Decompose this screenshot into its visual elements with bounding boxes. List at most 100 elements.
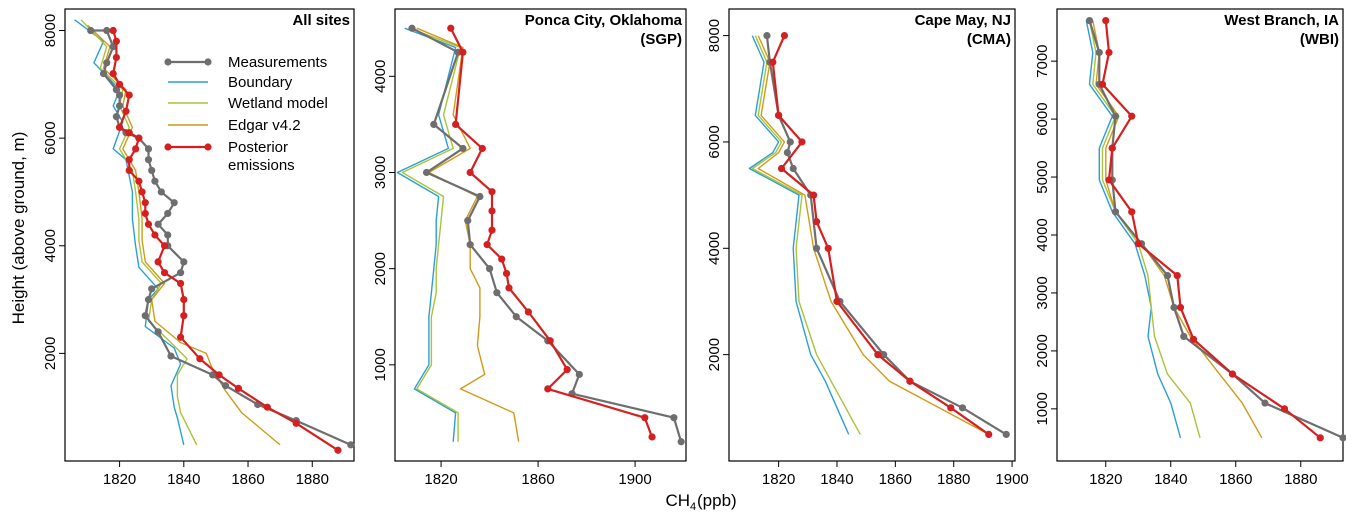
series-posterior-emissions-point [488, 188, 496, 196]
series-measurements-point [154, 220, 162, 228]
panel-title: All sites [292, 12, 350, 29]
y-axis-label: Height (above ground, m) [9, 132, 28, 325]
series-posterior-emissions-point [1102, 16, 1110, 25]
series-measurements-point [164, 231, 172, 239]
series-posterior-emissions-point [1105, 48, 1113, 57]
series-posterior-emissions-point [160, 242, 169, 250]
series-measurements-point [103, 26, 111, 35]
series-posterior-emissions-point [874, 351, 882, 359]
series-posterior-emissions-point [1189, 335, 1198, 343]
series-measurements-point [466, 241, 474, 249]
series-measurements-point [1085, 16, 1094, 25]
series-posterior-emissions-point [196, 355, 204, 363]
series-measurements-point [1261, 399, 1269, 407]
series-measurements-point [112, 86, 120, 94]
legend-marker [164, 58, 172, 66]
series-measurements-point [148, 166, 156, 175]
series-measurements-point [958, 404, 967, 412]
series-posterior-emissions-point [1098, 80, 1107, 88]
series-measurements-point [1170, 303, 1178, 312]
series-posterior-emissions-point [1128, 112, 1136, 120]
series-posterior-emissions-point [824, 244, 832, 252]
series-measurements-point [459, 144, 467, 153]
legend-marker [204, 58, 212, 66]
series-boundary-line [1085, 20, 1182, 438]
series-posterior-emissions-point [775, 111, 783, 119]
x-axis-label-unit: (ppb) [697, 491, 737, 510]
y-tick-label: 6000 [706, 125, 723, 158]
series-measurements-point [408, 24, 416, 32]
series-measurements-point [670, 414, 678, 422]
series-posterior-emissions-point [1176, 303, 1185, 312]
series-posterior-emissions-point [144, 220, 153, 228]
x-tick-label: 1820 [103, 471, 136, 488]
series-measurements-point [103, 59, 111, 67]
y-tick-label: 8000 [706, 19, 723, 52]
x-tick-label: 1860 [521, 471, 554, 488]
series-edgar-v4-2-line [757, 35, 990, 436]
series-measurements-point [575, 370, 583, 379]
legend-marker [204, 143, 212, 151]
series-posterior-emissions-point [488, 226, 496, 234]
series-measurements-point [485, 265, 494, 273]
series-measurements-point [209, 371, 217, 379]
series-posterior-emissions-point [812, 218, 821, 226]
x-tick-label: 1820 [424, 471, 457, 488]
series-posterior-emissions-point [798, 138, 806, 146]
series-measurements-point [144, 156, 153, 164]
series-posterior-emissions-point [141, 209, 149, 218]
series-edgar-v4-2-line [1092, 20, 1263, 439]
series-measurements-line [411, 27, 683, 443]
x-tick-label: 1840 [1154, 471, 1187, 488]
series-posterior-emissions-point [777, 164, 786, 173]
series-posterior-emissions-point [115, 123, 124, 131]
series-measurements-point [167, 352, 175, 360]
y-tick-label: 1000 [1034, 392, 1051, 425]
series-measurements-point [177, 269, 185, 277]
series-measurements-point [422, 168, 431, 177]
y-tick-label: 2000 [42, 337, 59, 370]
series-measurements-point [464, 216, 472, 225]
series-edgar-v4-2-line [87, 24, 281, 446]
series-posterior-emissions-point [833, 297, 841, 306]
series-measurements-point [109, 43, 117, 51]
panel-subtitle: (CMA) [967, 31, 1011, 48]
series-posterior-emissions-point [769, 58, 777, 66]
series-measurements-point [141, 312, 149, 320]
series-posterior-emissions-point [180, 295, 188, 304]
series-posterior-emissions-point [1105, 176, 1113, 184]
series-measurements-point [677, 438, 685, 446]
series-measurements-point [430, 120, 438, 129]
series-posterior-emissions-point [177, 333, 185, 341]
series-posterior-emissions-point [947, 404, 955, 412]
series-measurements-point [493, 289, 501, 297]
series-posterior-emissions-point [524, 308, 532, 316]
legend-item-measurements: Measurements [164, 54, 327, 71]
series-wetland-model-line [80, 19, 198, 446]
series-posterior-emissions-point [135, 177, 143, 185]
legend-item-boundary: Boundary [168, 74, 293, 91]
x-tick-label: 1820 [1089, 471, 1122, 488]
y-tick-label: 2000 [1034, 334, 1051, 367]
series-posterior-emissions-point [546, 337, 554, 345]
panel-ponca-city-oklahoma: 1820 1860 1900 1000 2000 3000 4000 Ponca City, … [372, 8, 687, 488]
panel-subtitle: (SGP) [640, 31, 682, 48]
series-measurements-point [763, 31, 771, 40]
plot-frame [394, 8, 687, 462]
series-measurements-point [144, 295, 153, 304]
series-posterior-emissions-point [154, 258, 162, 266]
series-posterior-emissions-point [1134, 240, 1142, 248]
series-measurements-point [1163, 271, 1172, 280]
series-posterior-emissions-point [1128, 208, 1136, 216]
legend-label: Edgar v4.2 [228, 117, 301, 134]
series-posterior-emissions-point [135, 134, 143, 142]
legend: Measurements Boundary Wetland model Edgar v… [164, 54, 328, 174]
x-tick-label: 1900 [995, 471, 1028, 488]
panel-cape-may-nj: 1820 1840 1860 1880 1900 2000 4000 6000 8000 Cape… [706, 8, 1029, 488]
legend-label: Measurements [228, 54, 327, 71]
legend-label-line2: emissions [228, 157, 295, 174]
series-posterior-emissions-point [109, 26, 117, 35]
series-posterior-emissions-point [985, 430, 993, 439]
series-posterior-emissions-line [1101, 20, 1321, 439]
